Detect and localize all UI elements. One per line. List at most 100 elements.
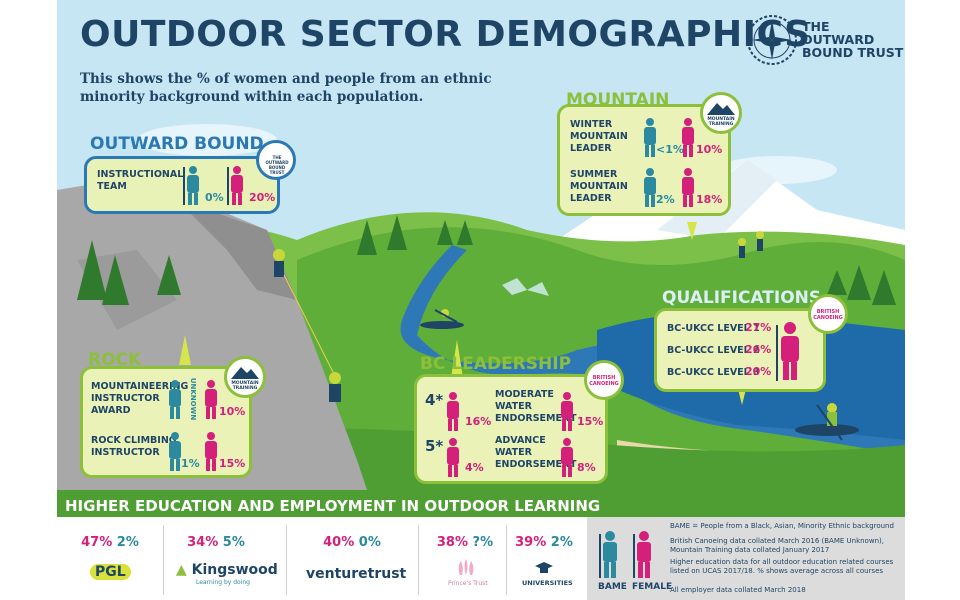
label-line: ADVANCE [495,435,546,446]
label-line: AWARD [91,405,131,416]
mountain-icon [231,367,259,379]
label-line: ROCK CLIMBING [91,435,177,446]
female-percentage: 15% [219,457,246,470]
row-label: ADVANCE WATER ENDORSEMENT [495,435,576,471]
bame-person-icon [599,531,617,578]
female-person-icon [561,392,573,431]
female-person-icon [682,168,694,207]
employer-stat: 38% ?% [415,535,515,550]
bame-person-icon [644,118,656,157]
bame-percentage: ?% [472,535,494,550]
female-percentage: 20% [249,191,276,204]
canoe-figure [420,309,464,329]
label-line: WATER [495,447,532,458]
qualification-label: BC-UKCC LEVEL 2 [667,345,760,356]
label-line: INSTRUCTOR [91,447,160,458]
bc-leadership-panel: 4* 16% MODERATE WATER ENDORSEMENT 15% 5*… [414,374,608,484]
employer-stat: 39% 2% [494,535,594,550]
data-source-note: All employer data collated March 2018 [670,586,806,594]
section-heading-rock: ROCK [88,350,142,370]
legend-bame-label: BAME [598,582,627,592]
female-percentage: 38% [436,535,468,550]
employment-strip [57,517,587,600]
female-person-icon [227,166,243,205]
legend-female-label: FEMALE [632,582,673,592]
badge-line: MOUNTAIN [231,381,259,386]
female-person-icon [682,118,694,157]
logo-line: OUTWARD [802,32,875,47]
female-percentage: 20% [745,365,772,378]
universities-logo: UNIVERSITIES [522,579,573,587]
cloud [137,124,277,156]
page-subtitle: This shows the % of women and people fro… [80,71,492,105]
bame-percentage: <1% [656,143,684,156]
section-heading-outward-bound: OUTWARD BOUND [90,134,264,154]
label-line: MODERATE [495,389,554,400]
bame-percentage: 2% [116,535,139,550]
label-line: MOUNTAIN [570,131,628,142]
mountain-icon [707,103,735,115]
section-heading-bc-leadership: BC LEADERSHIP [420,354,572,374]
higher-education-heading: HIGHER EDUCATION AND EMPLOYMENT IN OUTDO… [65,497,601,515]
bame-percentage: 5% [222,535,245,550]
qualification-label: BC-UKCC LEVEL 1 [667,323,760,334]
logo-line: THE [802,19,830,34]
bame-percentage: 0% [358,535,381,550]
mountain-training-badge: MOUNTAIN TRAINING [700,92,742,134]
rock-panel: MOUNTAINEERING INSTRUCTOR AWARD UNKNOWN … [80,366,252,478]
section-heading-qualifications: QUALIFICATIONS [662,288,822,308]
compass-rose-icon [747,15,797,65]
female-percentage: 16% [465,415,492,428]
kingswood-mark-icon: ▲ [176,562,187,578]
bame-person-icon [169,432,181,471]
female-percentage: 10% [696,143,723,156]
label-line: ENDORSEMENT [495,413,577,424]
row-label: SUMMER MOUNTAIN LEADER [570,169,628,205]
data-source-note: British Canoeing data collated March 201… [670,537,884,554]
female-person-icon [205,432,217,471]
row-label: MOUNTAINEERING INSTRUCTOR AWARD [91,381,188,417]
label-line: LEADER [570,143,612,154]
employer-stat: 40% 0% [302,535,402,550]
female-percentage: 27% [745,321,772,334]
female-percentage: 26% [745,343,772,356]
label-line: INSTRUCTOR [91,393,160,404]
female-person-icon [447,438,459,477]
female-percentage: 34% [187,535,219,550]
trees [77,215,896,305]
badge-text: BRITISH CANOEING [589,375,619,387]
kingswood-tagline: Learning by doing [196,579,250,586]
pgl-logo: PGL [90,564,131,580]
female-percentage: 10% [219,405,246,418]
badge-line: TRAINING [232,386,258,391]
female-person-icon [776,322,799,381]
label-line: INSTRUCTIONAL [97,169,184,180]
row-label: INSTRUCTIONAL TEAM [97,169,183,193]
row-label: ROCK CLIMBING INSTRUCTOR [91,435,177,459]
label-line: WINTER [570,119,613,130]
hikers [738,231,764,258]
label-line: SUMMER [570,169,618,180]
female-percentage: 40% [323,535,355,550]
unknown-label-wrap: UNKNOWN [186,377,198,421]
female-person-icon [561,438,573,477]
mountain-training-badge: MOUNTAIN TRAINING [224,356,266,398]
bame-percentage: 0% [205,191,224,204]
qualifications-panel: BC-UKCC LEVEL 1 27% BC-UKCC LEVEL 2 26% … [654,308,826,392]
female-person-icon [205,380,217,419]
mountain-panel: WINTER MOUNTAIN LEADER <1% 10% SUMMER MO… [557,104,731,216]
badge-text: BRITISH CANOEING [813,309,843,321]
bame-unknown-label: UNKNOWN [189,377,198,421]
bame-percentage: 2% [656,193,675,206]
outward-bound-badge: THE OUTWARD BOUND TRUST [256,140,296,180]
employer-stat: 34% 5% [166,535,266,550]
female-percentage: 18% [696,193,723,206]
female-percentage: 8% [577,461,596,474]
label-line: WATER [495,401,532,412]
female-percentage: 47% [81,535,113,550]
british-canoeing-badge: BRITISH CANOEING [584,360,624,400]
star-level: 4* [425,391,444,409]
bame-person-icon [183,166,199,205]
graduation-cap-icon [535,562,553,573]
